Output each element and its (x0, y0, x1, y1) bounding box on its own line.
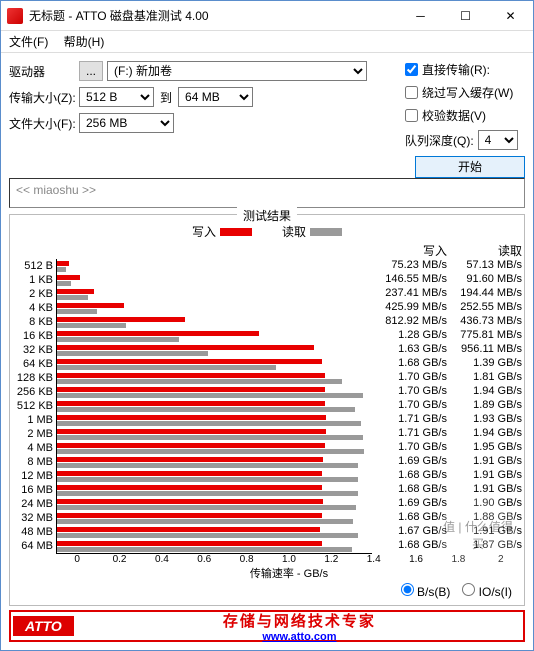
bypass-cache-checkbox[interactable]: 绕过写入缓存(W) (405, 84, 525, 101)
drive-select[interactable]: (F:) 新加卷 (107, 61, 367, 81)
col-read-header: 读取 (447, 242, 522, 259)
footer-link[interactable]: www.atto.com (76, 631, 523, 643)
transfer-to-select[interactable]: 64 MB (178, 87, 253, 107)
menu-help[interactable]: 帮助(H) (64, 35, 105, 49)
titlebar: 无标题 - ATTO 磁盘基准测试 4.00 ─ ☐ ✕ (1, 1, 533, 31)
file-size-label: 文件大小(F): (9, 115, 79, 132)
direct-io-checkbox[interactable]: 直接传输(R): (405, 61, 525, 78)
verify-checkbox[interactable]: 校验数据(V) (405, 107, 525, 124)
transfer-size-label: 传输大小(Z): (9, 89, 79, 106)
close-button[interactable]: ✕ (488, 1, 533, 31)
unit-bs-radio[interactable]: B/s(B) (401, 583, 451, 599)
window-title: 无标题 - ATTO 磁盘基准测试 4.00 (29, 7, 398, 24)
queue-depth-select[interactable]: 4 (478, 130, 518, 150)
chart-bars (56, 259, 372, 554)
chart-xaxis: 00.20.40.60.81.01.21.41.61.82 (56, 554, 522, 565)
chart-xlabel: 传输速率 - GB/s (56, 565, 522, 581)
file-size-select[interactable]: 256 MB (79, 113, 174, 133)
app-window: 无标题 - ATTO 磁盘基准测试 4.00 ─ ☐ ✕ 文件(F) 帮助(H)… (0, 0, 534, 651)
footer: ATTO 存储与网络技术专家 www.atto.com (9, 610, 525, 642)
queue-depth-label: 队列深度(Q): (405, 132, 474, 149)
minimize-button[interactable]: ─ (398, 1, 443, 31)
legend-write: 写入 (192, 223, 252, 240)
results-values: 75.23 MB/s57.13 MB/s146.55 MB/s91.60 MB/… (372, 259, 522, 554)
footer-slogan: 存储与网络技术专家 www.atto.com (76, 610, 523, 643)
col-write-header: 写入 (372, 242, 447, 259)
description-input[interactable]: << miaoshu >> (9, 178, 525, 208)
app-icon (7, 8, 23, 24)
to-label: 到 (160, 89, 172, 106)
menu-file[interactable]: 文件(F) (9, 35, 48, 49)
unit-ios-radio[interactable]: IO/s(I) (462, 583, 512, 599)
drive-label: 驱动器 (9, 63, 79, 80)
maximize-button[interactable]: ☐ (443, 1, 488, 31)
footer-logo: ATTO (13, 616, 74, 636)
menubar: 文件(F) 帮助(H) (1, 31, 533, 53)
transfer-from-select[interactable]: 512 B (79, 87, 154, 107)
chart-ylabels: 512 B1 KB2 KB4 KB8 KB16 KB32 KB64 KB128 … (12, 259, 56, 554)
results-frame: 测试结果 写入 读取 写入 读取 512 B1 KB2 KB4 KB8 KB16… (9, 214, 525, 606)
results-title: 测试结果 (237, 207, 297, 224)
start-button[interactable]: 开始 (415, 156, 525, 178)
legend-read: 读取 (282, 223, 342, 240)
browse-button[interactable]: ... (79, 61, 103, 81)
